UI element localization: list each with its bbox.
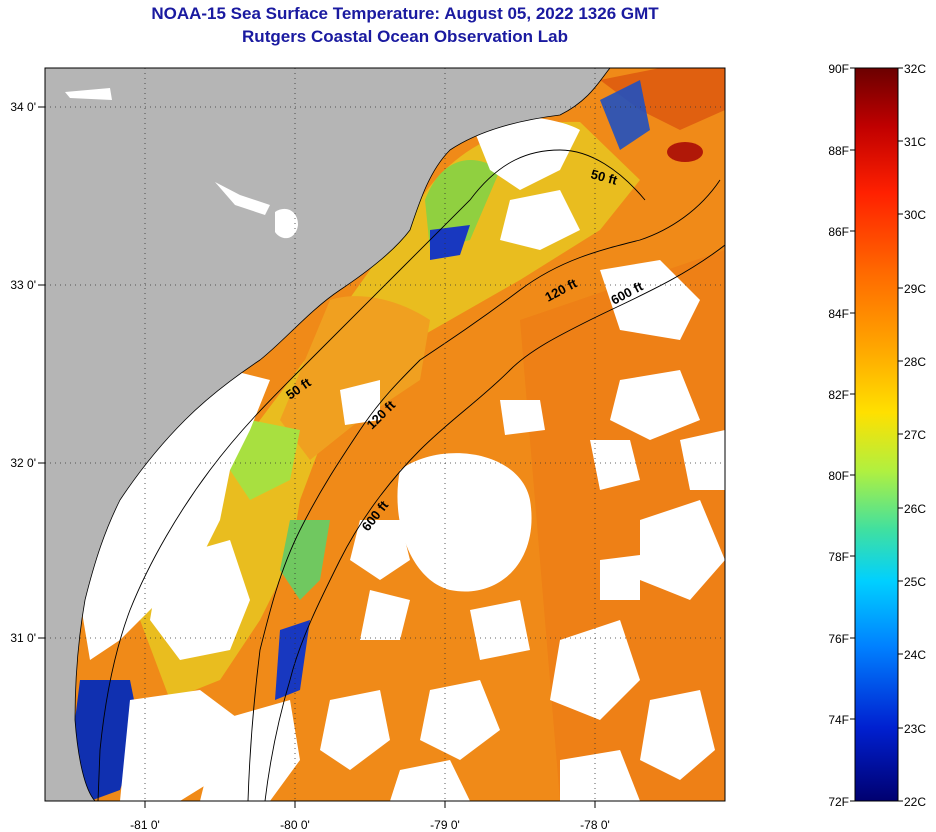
sst-cold-coastal-a xyxy=(70,680,140,801)
land-mass xyxy=(45,68,611,801)
sst-cold-coastal-c xyxy=(430,225,470,260)
contour-label-50ft-north: 50 ft xyxy=(589,166,619,188)
graticule xyxy=(45,68,725,801)
lat-label: 33 0' xyxy=(10,278,36,292)
colorbar-c-label: 23C xyxy=(904,722,926,736)
map-ticks xyxy=(38,106,596,808)
map-subtitle: Rutgers Coastal Ocean Observation Lab xyxy=(242,27,568,46)
colorbar-c-label: 26C xyxy=(904,502,926,516)
colorbar-c-label: 27C xyxy=(904,428,926,442)
sst-cool-patch-a xyxy=(425,160,500,250)
colorbar-f-label: 72F xyxy=(828,795,849,809)
lat-label: 31 0' xyxy=(10,631,36,645)
colorbar-f-label: 80F xyxy=(828,469,849,483)
sst-cold-coastal-d xyxy=(600,80,650,150)
sst-midshelf-band xyxy=(140,121,640,700)
sst-map-area: 50 ft 120 ft 600 ft 50 ft 120 ft 600 ft xyxy=(45,68,725,801)
temperature-colorbar: 90F 88F 86F 84F 82F 80F 78F 76F 74F 72F … xyxy=(828,62,926,809)
land-nodata-a xyxy=(65,88,112,100)
colorbar-c-label: 32C xyxy=(904,62,926,76)
colorbar-c-label: 25C xyxy=(904,575,926,589)
sst-hot-spot xyxy=(667,142,703,162)
lon-label: -79 0' xyxy=(430,818,460,832)
colorbar-c-label: 24C xyxy=(904,648,926,662)
land-nodata-b xyxy=(215,182,270,215)
map-title: NOAA-15 Sea Surface Temperature: August … xyxy=(151,4,659,23)
colorbar-c-label: 28C xyxy=(904,355,926,369)
map-frame xyxy=(44,67,726,802)
lat-label: 32 0' xyxy=(10,456,36,470)
sst-cold-coastal-b xyxy=(275,620,310,700)
sst-cool-patch-b xyxy=(230,420,300,500)
colorbar-c-label: 30C xyxy=(904,208,926,222)
sst-hot-offshore xyxy=(600,68,725,130)
colorbar-c-label: 29C xyxy=(904,282,926,296)
colorbar-f-label: 90F xyxy=(828,62,849,76)
colorbar-c-label: 22C xyxy=(904,795,926,809)
colorbar-gradient xyxy=(854,67,899,802)
colorbar-f-label: 76F xyxy=(828,632,849,646)
colorbar-c-label: 31C xyxy=(904,135,926,149)
bathymetry-contours xyxy=(97,149,725,801)
sst-midshelf-orange xyxy=(280,296,430,460)
colorbar-f-label: 74F xyxy=(828,713,849,727)
lon-label: -80 0' xyxy=(280,818,310,832)
land-nodata-c xyxy=(275,208,298,239)
colorbar-f-label: 88F xyxy=(828,144,849,158)
lon-label: -81 0' xyxy=(130,818,160,832)
lat-label: 34 0' xyxy=(10,100,36,114)
colorbar-f-label: 86F xyxy=(828,225,849,239)
colorbar-f-label: 78F xyxy=(828,550,849,564)
sst-cool-patch-c xyxy=(280,520,330,600)
colorbar-f-label: 82F xyxy=(828,388,849,402)
colorbar-f-label: 84F xyxy=(828,307,849,321)
lon-label: -78 0' xyxy=(580,818,610,832)
